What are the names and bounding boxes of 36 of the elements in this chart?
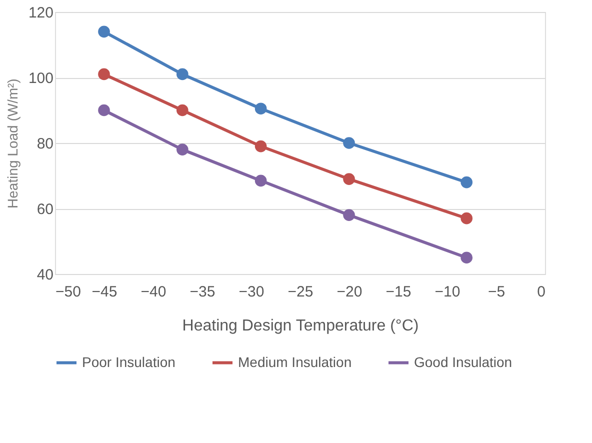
x-tick-label: −50 <box>56 284 81 300</box>
x-tick-label: −5 <box>488 284 506 300</box>
point <box>254 140 267 152</box>
legend-label: Good Insulation <box>414 354 512 370</box>
legend-label: Medium Insulation <box>238 354 352 370</box>
y-tick-label: 60 <box>36 201 54 218</box>
x-tick-label: −15 <box>386 284 412 300</box>
point <box>254 174 267 187</box>
y-tick-label: 80 <box>36 136 54 152</box>
point <box>176 68 188 80</box>
point <box>98 68 110 80</box>
point <box>460 176 473 188</box>
y-axis-title: Heating Load (W/m²) <box>4 78 20 208</box>
point <box>98 104 110 116</box>
x-tick-label: −45 <box>92 284 118 300</box>
x-tick-label: −20 <box>336 284 362 300</box>
x-tick-label: −25 <box>288 284 314 300</box>
y-tick-label: 40 <box>36 266 54 284</box>
point <box>460 212 473 224</box>
point <box>176 144 188 156</box>
point <box>343 137 355 149</box>
x-tick-label: −30 <box>238 284 264 300</box>
y-tick-label: 100 <box>28 70 54 87</box>
point <box>343 209 355 221</box>
point <box>176 104 188 116</box>
x-tick-label: 0 <box>537 284 546 300</box>
point <box>254 102 267 115</box>
y-tick-label: 120 <box>28 4 54 22</box>
x-tick-label: −10 <box>434 284 460 300</box>
x-tick-label: −35 <box>190 284 216 300</box>
point <box>98 26 110 38</box>
x-axis-title: Heating Design Temperature (°C) <box>182 318 419 334</box>
point <box>460 252 473 264</box>
legend-label: Poor Insulation <box>82 354 176 370</box>
x-tick-label: −40 <box>140 284 166 300</box>
point <box>343 173 355 185</box>
